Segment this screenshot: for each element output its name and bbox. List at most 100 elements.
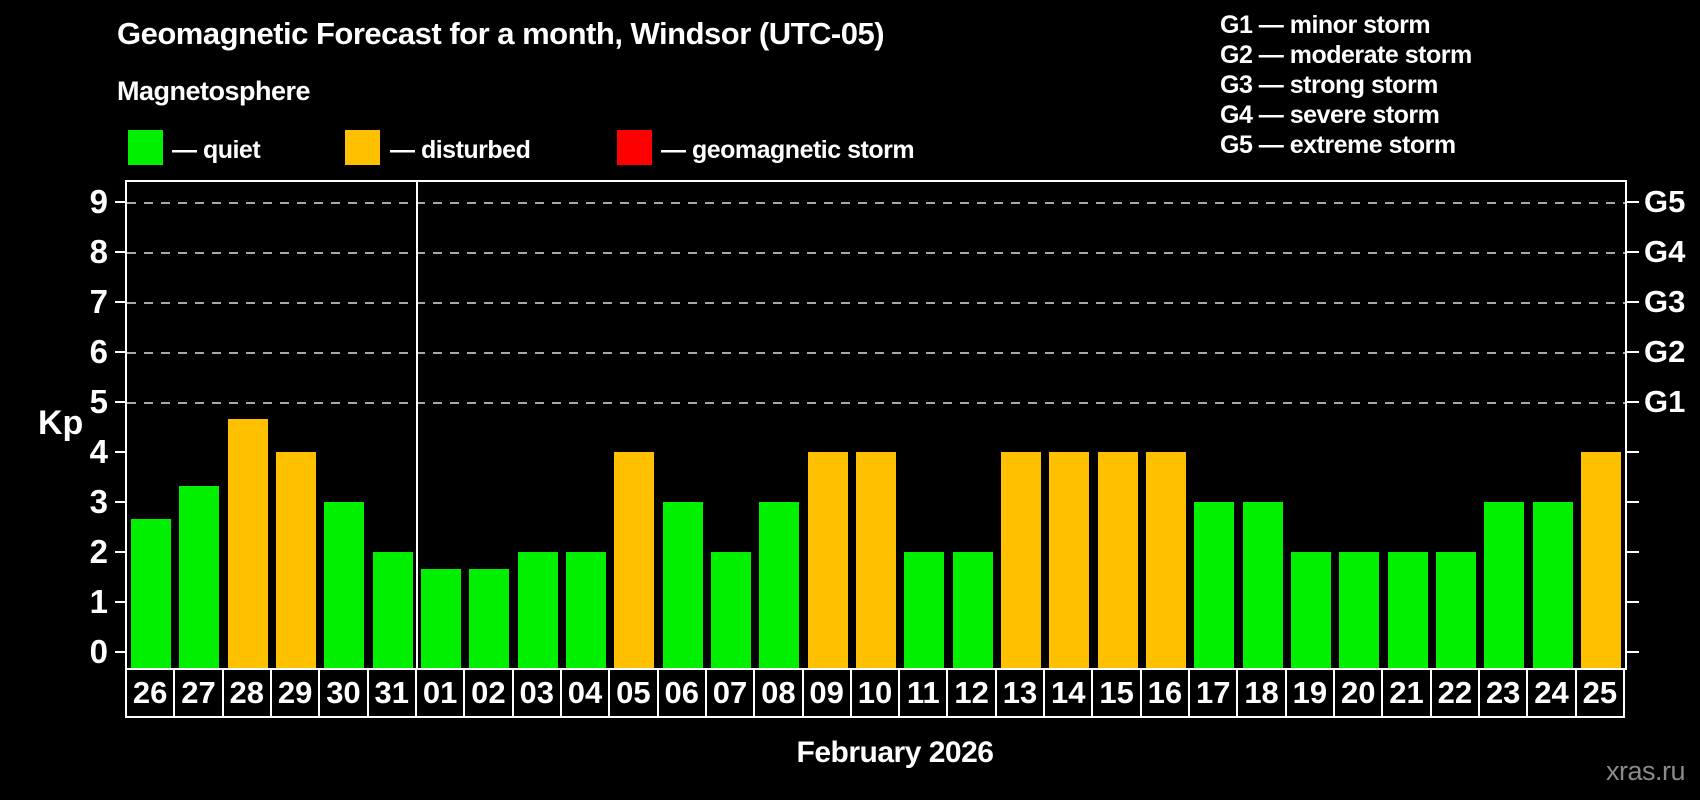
y-tick-label-7: 7 (89, 283, 108, 320)
kp-bar-23 (1484, 502, 1525, 668)
kp-bar-13 (1000, 452, 1041, 668)
disturbed-legend-label: — disturbed (390, 136, 531, 164)
date-box-15: 15 (1091, 668, 1142, 718)
right-axis-label-G1: G1 (1644, 384, 1686, 419)
kp-bar-30 (324, 502, 365, 668)
watermark: xras.ru (1605, 756, 1686, 786)
kp-bar-01 (421, 568, 462, 668)
gridline-kp7 (127, 302, 1625, 304)
y-tick-label-9: 9 (89, 183, 108, 220)
kp-bar-02 (469, 568, 510, 668)
y-tick-label-3: 3 (89, 483, 108, 520)
y-tick-label-0: 0 (89, 633, 108, 670)
date-box-09: 09 (801, 668, 852, 718)
plot-area (125, 180, 1627, 670)
right-tick-kp9 (1627, 201, 1639, 203)
kp-bar-22 (1435, 552, 1476, 668)
month-boundary-line (415, 182, 418, 668)
magnetosphere-label: Magnetosphere (117, 76, 311, 106)
date-box-14: 14 (1043, 668, 1094, 718)
kp-bar-20 (1339, 552, 1380, 668)
kp-bar-26 (131, 518, 172, 668)
gridline-kp5 (127, 402, 1625, 404)
kp-bar-12 (952, 552, 993, 668)
disturbed-swatch-icon (345, 130, 380, 165)
date-box-03: 03 (511, 668, 562, 718)
date-box-18: 18 (1236, 668, 1287, 718)
date-box-05: 05 (608, 668, 659, 718)
date-box-22: 22 (1429, 668, 1481, 718)
left-tick-kp3 (115, 501, 127, 503)
quiet-legend-label: — quiet (172, 136, 261, 164)
kp-bar-14 (1049, 452, 1090, 668)
y-axis-title: Kp (38, 404, 84, 442)
right-tick-kp1 (1627, 601, 1639, 603)
kp-bar-24 (1532, 502, 1573, 668)
kp-bar-27 (179, 485, 220, 668)
y-tick-label-6: 6 (89, 333, 108, 370)
kp-bar-25 (1580, 452, 1621, 668)
right-axis-label-G5: G5 (1644, 184, 1686, 219)
kp-bar-04 (566, 552, 607, 668)
right-tick-kp0 (1627, 651, 1639, 653)
date-box-30: 30 (318, 668, 369, 718)
chart-title: Geomagnetic Forecast for a month, Windso… (117, 16, 885, 51)
date-box-21: 21 (1381, 668, 1432, 718)
kp-bar-11 (904, 552, 945, 668)
gridline-kp9 (127, 202, 1625, 204)
right-axis-label-G2: G2 (1644, 334, 1686, 369)
kp-bar-06 (662, 502, 703, 668)
left-tick-kp4 (115, 451, 127, 453)
left-tick-kp8 (115, 251, 127, 253)
right-axis-label-G4: G4 (1644, 234, 1686, 269)
kp-bar-08 (759, 502, 800, 668)
g-scale-legend: G1 — minor storm G2 — moderate storm G3 — … (1220, 10, 1472, 160)
date-box-01: 01 (414, 668, 466, 718)
right-tick-kp7 (1627, 301, 1639, 303)
left-tick-kp0 (115, 651, 127, 653)
g-legend-item: G1 — minor storm (1220, 11, 1431, 39)
kp-bar-17 (1194, 502, 1235, 668)
date-box-17: 17 (1188, 668, 1239, 718)
x-axis-title: February 2026 (796, 736, 994, 769)
date-box-02: 02 (463, 668, 514, 718)
left-tick-kp2 (115, 551, 127, 553)
date-box-12: 12 (946, 668, 997, 718)
date-box-11: 11 (898, 668, 949, 718)
left-tick-kp7 (115, 301, 127, 303)
date-box-19: 19 (1284, 668, 1336, 718)
kp-bar-16 (1145, 452, 1186, 668)
date-box-07: 07 (704, 668, 756, 718)
date-box-16: 16 (1139, 668, 1191, 718)
kp-bar-31 (372, 552, 413, 668)
y-tick-label-2: 2 (89, 533, 108, 570)
y-tick-label-8: 8 (89, 233, 108, 270)
right-tick-kp2 (1627, 551, 1639, 553)
kp-bar-29 (276, 452, 317, 668)
kp-bar-18 (1242, 502, 1283, 668)
quiet-swatch-icon (128, 130, 163, 165)
right-tick-kp6 (1627, 351, 1639, 353)
gridline-kp6 (127, 352, 1625, 354)
left-tick-kp6 (115, 351, 127, 353)
kp-bar-09 (807, 452, 848, 668)
kp-bar-21 (1387, 552, 1428, 668)
y-tick-label-1: 1 (89, 583, 108, 620)
right-tick-kp3 (1627, 501, 1639, 503)
kp-bar-19 (1290, 552, 1331, 668)
y-tick-label-4: 4 (89, 433, 108, 470)
date-box-10: 10 (849, 668, 901, 718)
g-legend-item: G2 — moderate storm (1220, 41, 1472, 69)
right-axis-label-G3: G3 (1644, 284, 1686, 319)
kp-bar-28 (227, 418, 268, 668)
storm-legend-label: — geomagnetic storm (661, 136, 915, 164)
right-tick-kp5 (1627, 401, 1639, 403)
date-box-20: 20 (1333, 668, 1384, 718)
date-box-23: 23 (1478, 668, 1529, 718)
right-tick-kp8 (1627, 251, 1639, 253)
date-box-04: 04 (559, 668, 611, 718)
kp-bar-07 (711, 552, 752, 668)
g-legend-item: G4 — severe storm (1220, 101, 1440, 129)
g-legend-item: G3 — strong storm (1220, 71, 1438, 99)
